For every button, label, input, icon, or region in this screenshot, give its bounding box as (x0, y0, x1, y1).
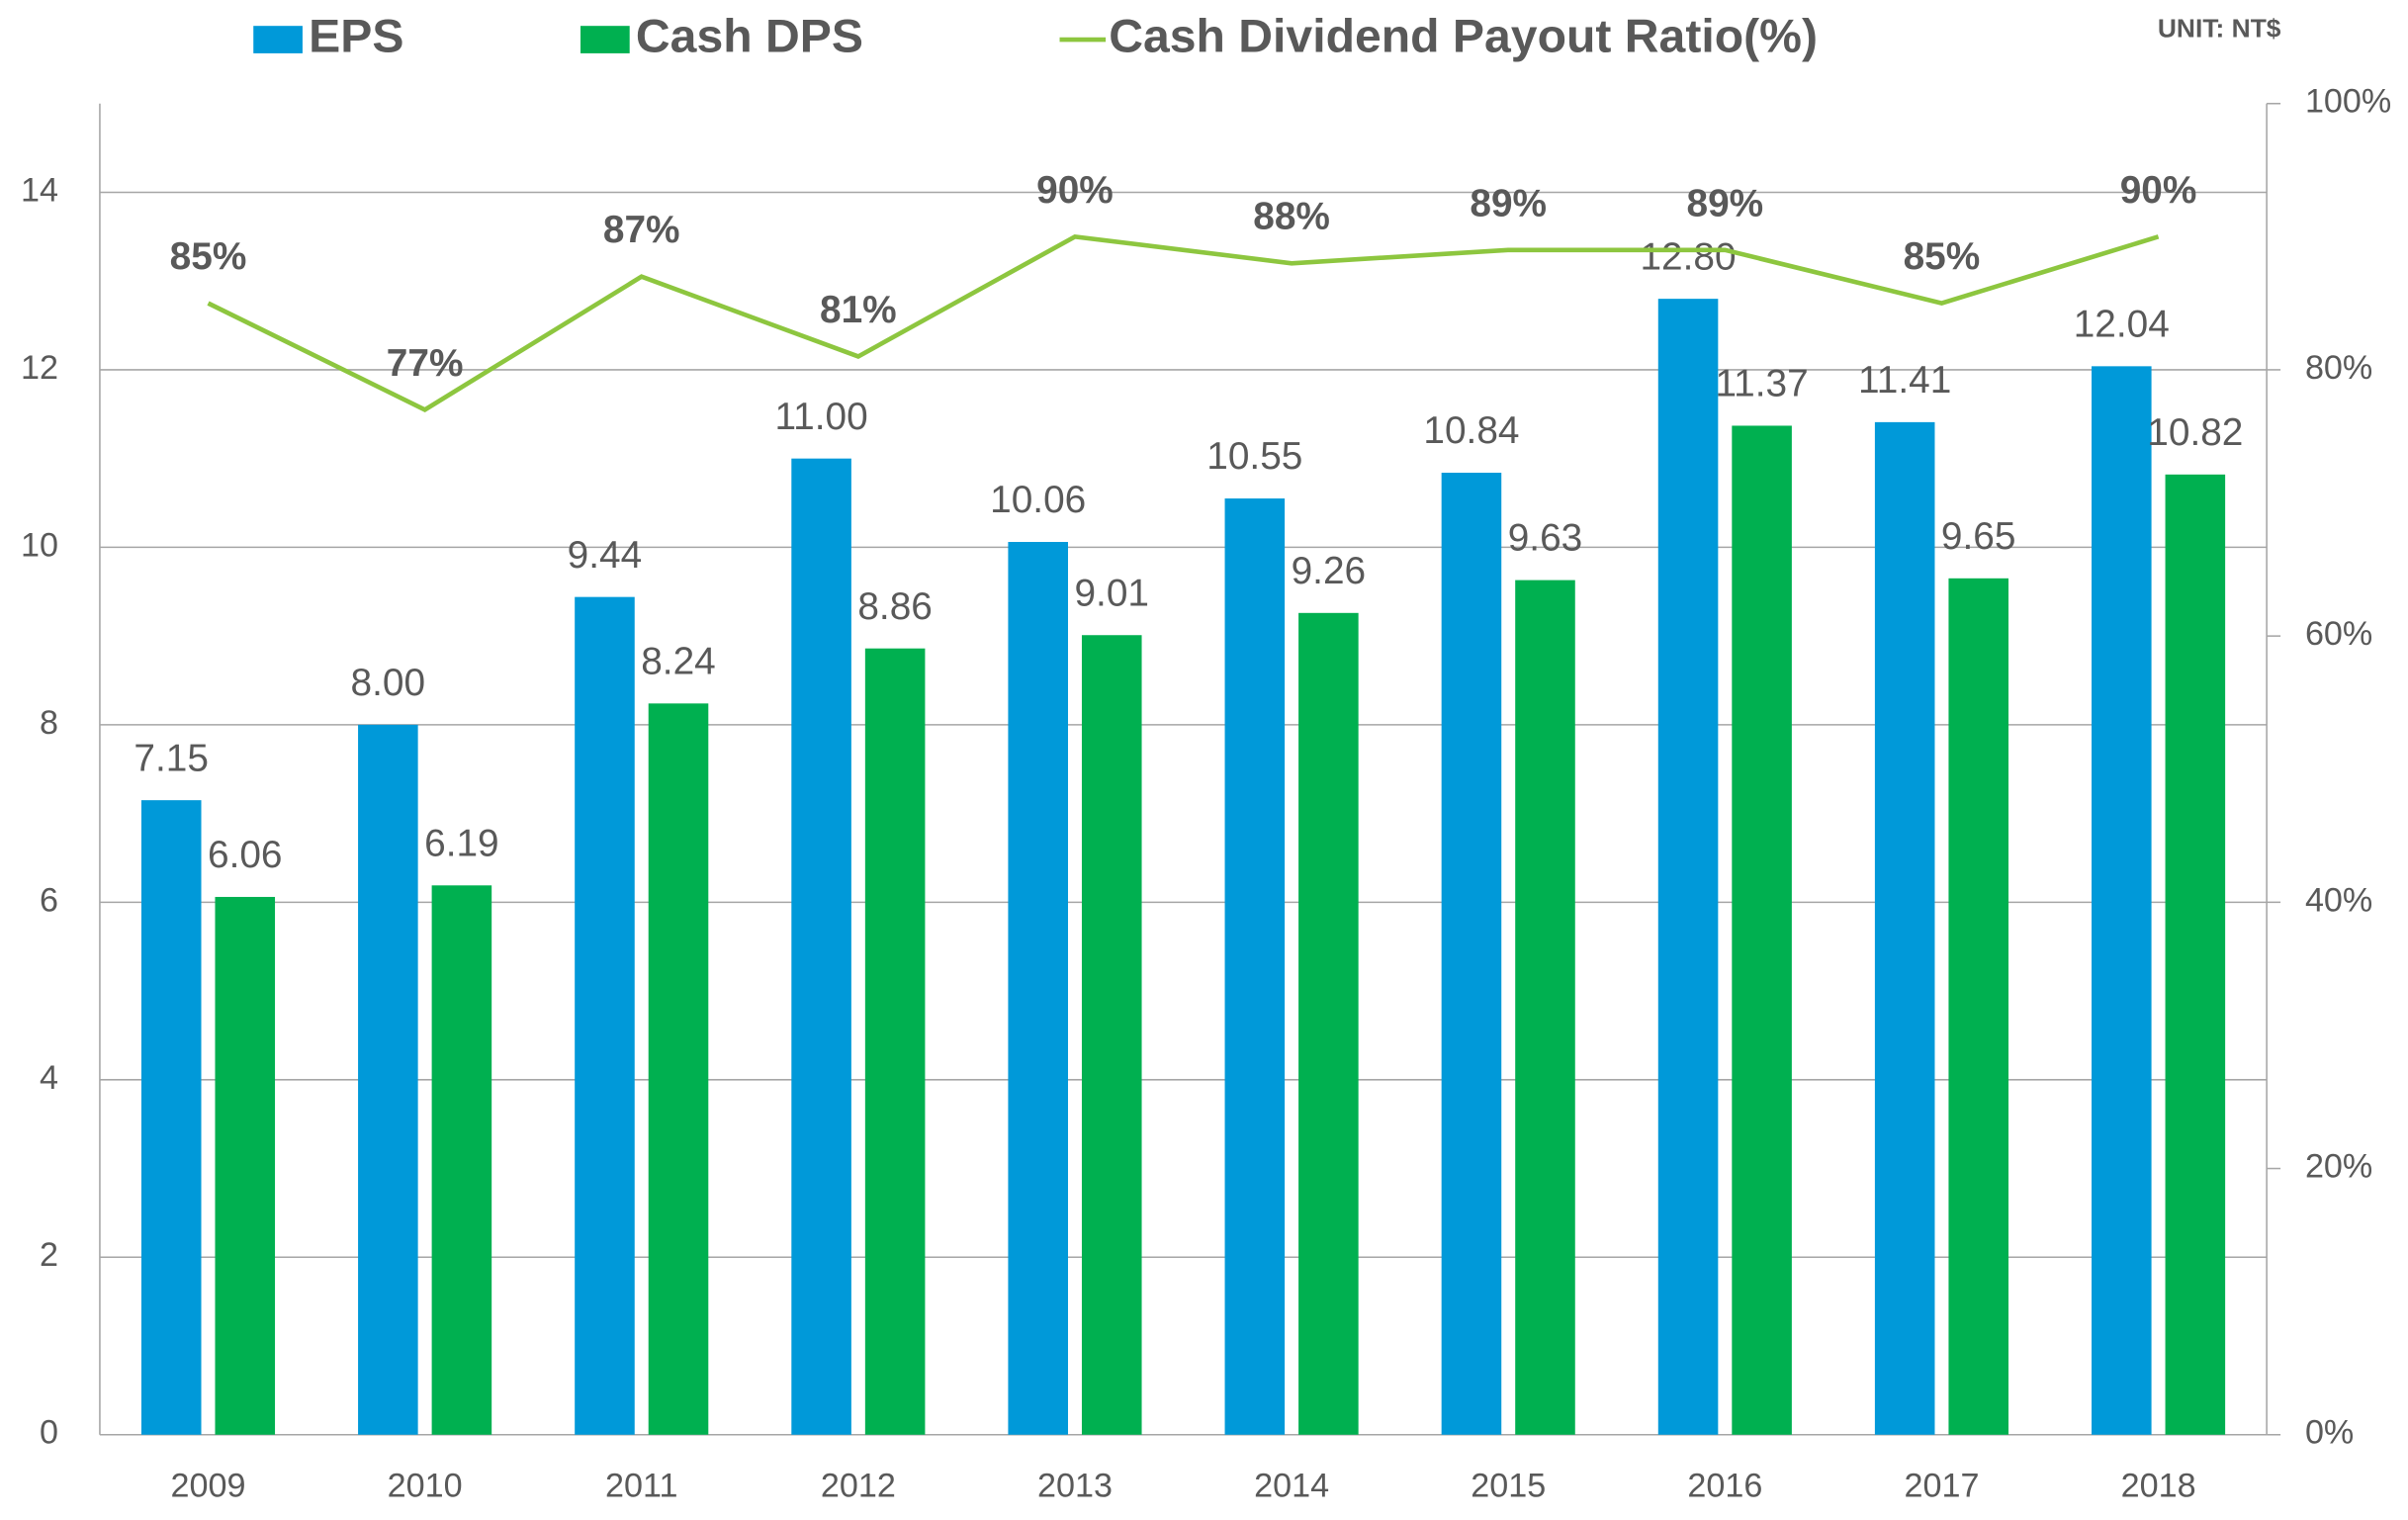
bar (1224, 498, 1286, 1435)
data-label: 12.04 (2074, 304, 2170, 346)
bar (648, 703, 709, 1435)
data-label: 89% (1470, 182, 1547, 224)
data-label: 9.65 (1941, 515, 2016, 558)
data-label: 9.26 (1292, 550, 1367, 592)
x-tick-label: 2016 (1687, 1468, 1762, 1505)
bar (1874, 421, 1935, 1435)
y2-tick-label: 40% (2305, 881, 2372, 919)
y-tick-label: 0 (40, 1414, 58, 1452)
data-label: 89% (1686, 182, 1763, 224)
x-tick-label: 2011 (605, 1468, 677, 1505)
legend-swatch (580, 26, 630, 53)
data-label: 90% (1036, 169, 1114, 212)
y-tick-label: 2 (40, 1236, 58, 1274)
legend-label: Cash Dividend Payout Ratio(%) (1109, 11, 1818, 63)
unit-note: UNIT: NT$ (2158, 14, 2281, 44)
y-tick-label: 8 (40, 704, 58, 742)
bar (431, 885, 492, 1435)
x-tick-label: 2010 (388, 1468, 463, 1505)
data-label: 8.00 (351, 662, 426, 704)
y2-tick-label: 20% (2305, 1148, 2372, 1186)
x-tick-label: 2014 (1254, 1468, 1329, 1505)
data-label: 11.41 (1858, 359, 1951, 402)
y-tick-label: 10 (21, 526, 58, 564)
data-label: 85% (1904, 235, 1981, 278)
y2-tick-label: 60% (2305, 615, 2372, 653)
bar (1732, 425, 1792, 1435)
data-label: 8.86 (857, 585, 933, 628)
data-label: 6.19 (424, 823, 499, 865)
data-label: 88% (1253, 196, 1330, 238)
data-label: 12.80 (1640, 235, 1736, 278)
y-tick-label: 4 (40, 1059, 58, 1097)
x-tick-label: 2012 (821, 1468, 896, 1505)
bar (1657, 299, 1719, 1435)
data-label: 77% (387, 342, 464, 385)
bar (1441, 473, 1502, 1435)
bar (864, 648, 926, 1435)
data-label: 7.15 (134, 737, 209, 779)
y2-tick-label: 80% (2305, 349, 2372, 387)
legend-label: Cash DPS (636, 11, 863, 63)
data-label: 87% (603, 209, 680, 251)
data-label: 10.82 (2147, 411, 2243, 454)
bar (358, 724, 418, 1435)
bar (215, 896, 276, 1435)
data-label: 9.44 (568, 534, 643, 577)
data-label: 10.84 (1423, 409, 1519, 452)
y-tick-label: 12 (21, 349, 58, 387)
x-tick-label: 2013 (1037, 1468, 1113, 1505)
bar (1081, 635, 1142, 1435)
data-label: 85% (170, 235, 247, 278)
data-label: 9.63 (1508, 517, 1583, 560)
bar (1008, 542, 1068, 1435)
data-label: 90% (2120, 169, 2197, 212)
bar (1948, 578, 2009, 1435)
data-label: 6.06 (208, 834, 283, 876)
data-label: 9.01 (1074, 573, 1149, 615)
bar (791, 458, 851, 1435)
data-label: 81% (820, 289, 897, 331)
bar (1515, 580, 1575, 1435)
legend-swatch (253, 26, 303, 53)
data-label: 11.37 (1715, 363, 1808, 405)
y2-tick-label: 0% (2305, 1414, 2354, 1452)
x-tick-label: 2018 (2121, 1468, 2196, 1505)
x-tick-label: 2009 (171, 1468, 246, 1505)
y2-tick-label: 100% (2305, 83, 2391, 121)
legend-label: EPS (309, 11, 403, 63)
y-tick-label: 14 (21, 172, 58, 210)
data-label: 10.06 (990, 479, 1086, 521)
x-tick-label: 2017 (1904, 1468, 1979, 1505)
y-tick-label: 6 (40, 881, 58, 919)
data-label: 11.00 (774, 396, 867, 438)
bar (140, 800, 202, 1435)
bar (2165, 474, 2226, 1435)
bar (2092, 366, 2152, 1435)
data-label: 10.55 (1206, 435, 1302, 478)
data-label: 8.24 (641, 641, 716, 683)
line (207, 233, 2160, 412)
bar (1298, 612, 1359, 1435)
x-tick-label: 2015 (1471, 1468, 1546, 1505)
bar (575, 596, 635, 1435)
